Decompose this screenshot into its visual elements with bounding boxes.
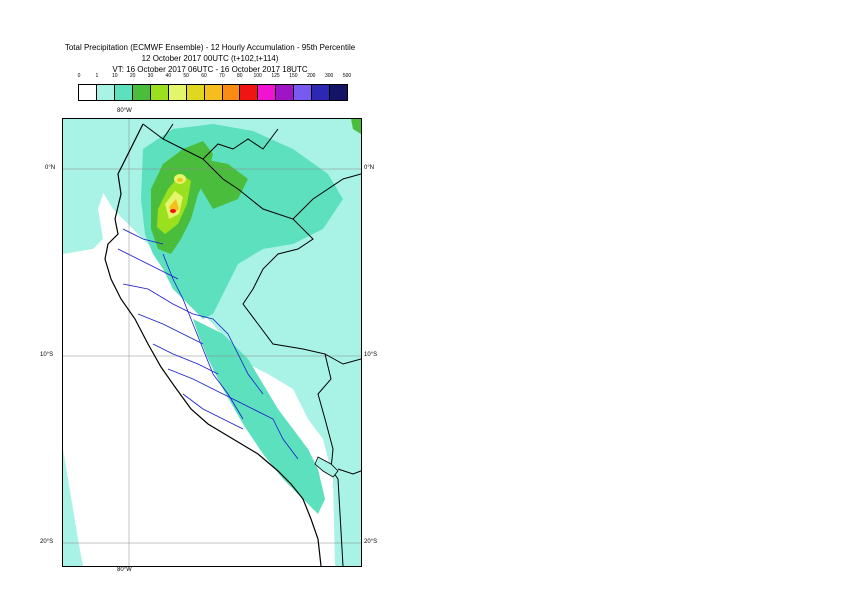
- legend-swatch: [114, 85, 133, 100]
- precip-band-1-10-south: [63, 449, 83, 566]
- legend-label: 100: [253, 73, 262, 79]
- lat-label-left-10s: 10°S: [40, 352, 54, 358]
- valid-time-line: VT: 16 October 2017 06UTC - 16 October 2…: [112, 65, 308, 74]
- precip-corner-ne: [351, 119, 361, 134]
- legend-label: 150: [289, 73, 298, 79]
- legend-label: 20: [129, 73, 136, 79]
- legend-label: 70: [219, 73, 225, 79]
- legend-label: 200: [307, 73, 316, 79]
- color-legend: 0 1 10 20 30 40 50 60 70 80 100 125 150 200 300 500: [77, 73, 352, 101]
- precip-band-20-30-east: [201, 159, 248, 209]
- map-frame: [62, 118, 362, 567]
- lon-label-top: 80°W: [117, 108, 132, 114]
- lat-label-right-0: 0°N: [364, 165, 375, 171]
- legend-label: 40: [165, 73, 172, 79]
- legend-label: 50: [183, 73, 189, 79]
- legend-swatch: [132, 85, 151, 100]
- legend-label: 60: [201, 73, 207, 79]
- lat-label-right-20s: 20°S: [364, 539, 378, 545]
- legend-label: 0: [77, 73, 81, 79]
- legend-label: 500: [342, 73, 352, 79]
- lat-label-left-0: 0°N: [45, 165, 56, 171]
- legend-color-bar: [78, 84, 348, 101]
- legend-swatch: [312, 85, 331, 100]
- legend-label: 30: [147, 73, 154, 79]
- legend-label: 80: [237, 73, 243, 79]
- legend-swatch: [168, 85, 187, 100]
- map-title: Total Precipitation (ECMWF Ensemble) - 1…: [64, 43, 356, 52]
- national-borders: [142, 123, 344, 566]
- legend-swatch: [222, 85, 241, 100]
- base-time-line: 12 October 2017 00UTC (t+102,t+114): [141, 54, 279, 63]
- lat-label-right-10s: 10°S: [364, 352, 378, 358]
- legend-label: 10: [111, 73, 118, 79]
- legend-label: 1: [95, 73, 99, 79]
- legend-swatch: [330, 85, 348, 100]
- lon-label-bottom: 80°W: [117, 567, 132, 573]
- legend-swatch: [240, 85, 259, 100]
- precip-spot-north-core: [177, 178, 183, 182]
- legend-swatch: [276, 85, 295, 100]
- legend-swatch: [204, 85, 223, 100]
- lake-titicaca: [314, 456, 339, 478]
- legend-swatch: [258, 85, 277, 100]
- legend-label: 125: [271, 73, 280, 79]
- legend-labels: 0 1 10 20 30 40 50 60 70 80 100 125 150 200 300 500: [77, 73, 352, 83]
- legend-swatch: [294, 85, 313, 100]
- legend-swatch: [150, 85, 169, 100]
- legend-label: 300: [324, 73, 334, 79]
- precip-band-max: [170, 209, 176, 213]
- admin-boundaries: [117, 228, 299, 460]
- legend-swatch: [186, 85, 205, 100]
- border-north: [162, 123, 361, 220]
- border-east: [324, 353, 361, 475]
- precip-band-10-20-south: [193, 319, 325, 514]
- legend-swatch: [96, 85, 115, 100]
- precipitation-map: [63, 119, 361, 566]
- coastline: [104, 123, 322, 566]
- lat-label-left-20s: 20°S: [40, 539, 54, 545]
- precip-band-1-10-west: [63, 119, 133, 254]
- legend-swatch: [79, 85, 97, 100]
